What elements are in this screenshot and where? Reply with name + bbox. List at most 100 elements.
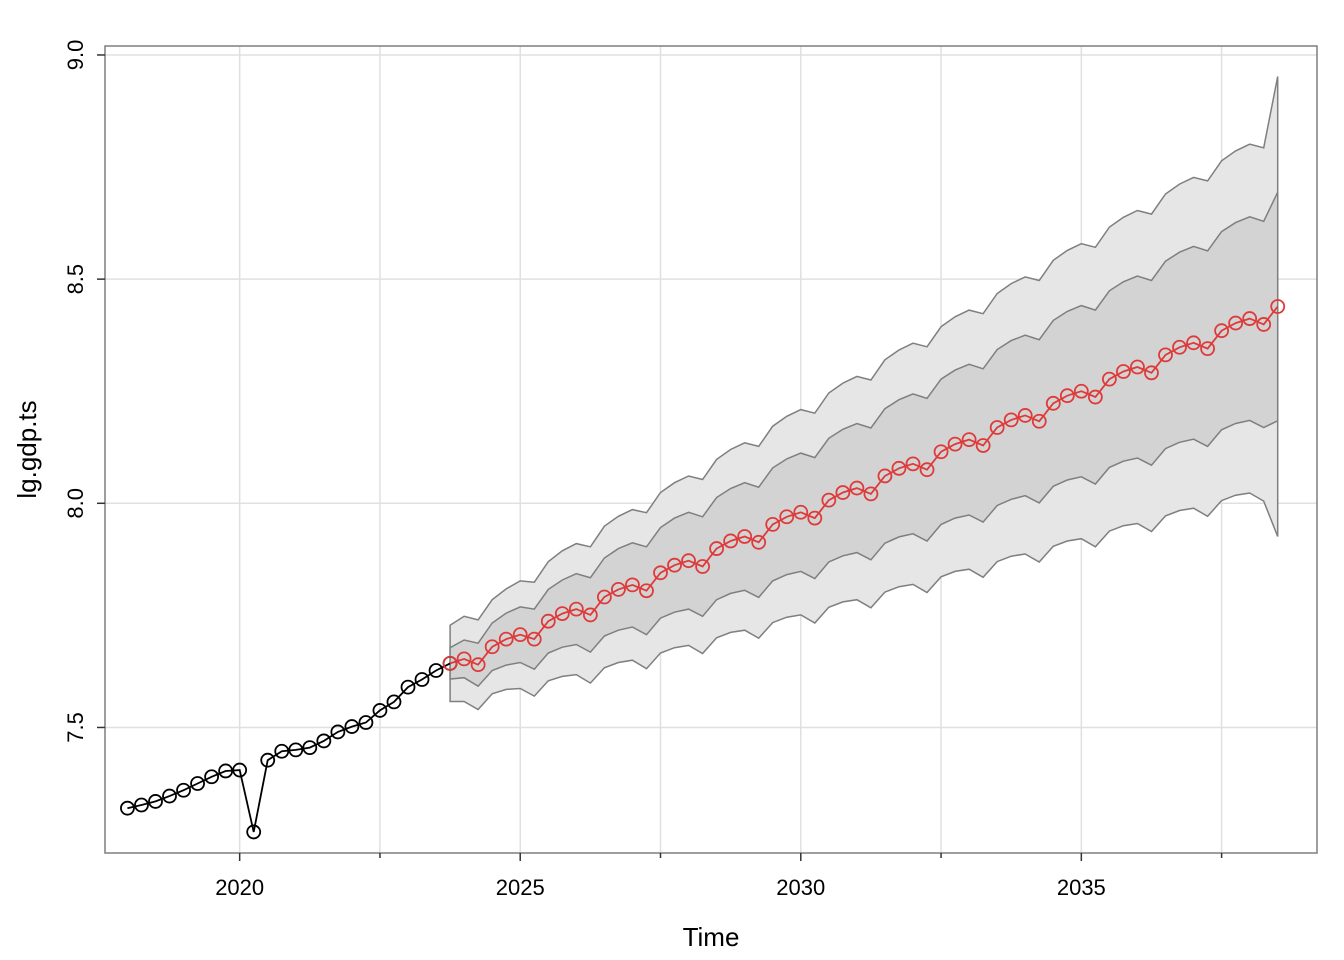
forecast-point [1116,364,1131,379]
observed-point [316,733,332,749]
observed-point [358,715,374,730]
forecast-point [1270,299,1286,314]
observed-point [302,740,318,756]
forecast-point [1200,341,1215,357]
forecast-line [449,305,1279,666]
observed-point [414,672,430,687]
x-axis-title: Time [683,922,740,952]
forecast-point [737,529,753,544]
forecast-point [1130,359,1145,375]
forecast-point [751,534,767,550]
observed-point [204,769,220,785]
forecast-point [723,533,739,549]
forecast-point [456,651,472,667]
forecast-point [681,553,696,569]
forecast-point [1228,315,1244,331]
forecast-point [1242,311,1258,326]
x-tick-label: 2030 [776,875,825,900]
observed-point [400,679,416,695]
observed-point [288,742,304,758]
x-tick-label: 2020 [215,875,264,900]
observed-point [274,743,290,759]
forecast-point [498,631,514,647]
forecast-point [1087,389,1103,405]
forecast-point [765,516,781,532]
forecast-point [793,504,809,520]
forecast-point [1214,323,1230,339]
forecast-point [526,631,542,647]
forecast-point [905,456,921,472]
observed-point [372,703,388,718]
forecast-point [877,468,893,484]
forecast-point [470,657,486,673]
y-tick-label: 7.5 [63,712,88,743]
y-tick-label: 8.5 [63,264,88,295]
forecast-point [933,444,949,460]
forecast-point [1172,339,1187,355]
forecast-point [891,460,907,476]
observed-point [148,794,163,809]
observed-point [260,752,276,768]
forecast-point [484,639,500,655]
observed-point [190,776,205,791]
forecast-point [709,541,725,556]
plot-frame [104,45,1318,854]
forecast-point [919,462,935,478]
forecast-point [639,583,654,599]
forecast-point [989,420,1005,435]
forecast-point [1003,412,1019,428]
forecast-point [779,509,795,525]
forecast-point [863,486,879,502]
forecast-point [807,510,823,526]
forecast-point [1158,347,1173,363]
observed-point [330,724,346,740]
forecast-point [1031,413,1047,429]
forecast-point [540,613,556,629]
y-tick-label: 8.0 [63,488,88,519]
observed-point [246,824,262,840]
forecast-point [961,432,977,448]
forecast-point [975,438,991,453]
observed-point [162,788,177,804]
forecast-point [512,627,528,643]
x-tick-label: 2035 [1057,875,1106,900]
forecast-point [821,492,837,508]
forecast-point [849,480,865,496]
y-tick-label: 9.0 [63,40,88,71]
forecast-point [1017,408,1033,423]
forecast-point [625,577,640,593]
band-80 [449,191,1279,688]
x-tick-label: 2025 [496,875,545,900]
observed-point [386,694,402,710]
forecast-bands [449,76,1279,711]
forecast-point [568,601,584,617]
forecast-point [1073,383,1089,399]
forecast-point [1186,335,1201,351]
forecast-point [582,607,598,623]
forecast-point [835,485,851,500]
forecast-point [695,559,710,574]
forecast-point [1059,388,1075,404]
forecast-point [611,581,626,597]
forecast-point [947,436,963,452]
forecast-point [1045,395,1061,411]
forecast-point [442,655,458,671]
observed-point [428,663,444,678]
forecast-point [1101,371,1117,387]
observed-point [232,762,248,778]
forecast-point [596,589,612,605]
axes: 2020 2025 2030 2035 7.5 8.0 8.5 9.0 [63,40,1223,900]
observed-point [176,782,191,798]
series-points [120,299,1286,840]
y-axis-title: lg.gdp.ts [12,400,42,498]
observed-point [134,797,149,813]
observed-point [218,763,234,779]
forecast-point [1144,365,1159,381]
forecast-point [554,606,570,621]
observed-point [344,719,360,734]
forecast-point [653,565,668,581]
forecast-point [1256,317,1272,332]
observed-point [120,800,135,816]
forecast-point [667,557,682,573]
